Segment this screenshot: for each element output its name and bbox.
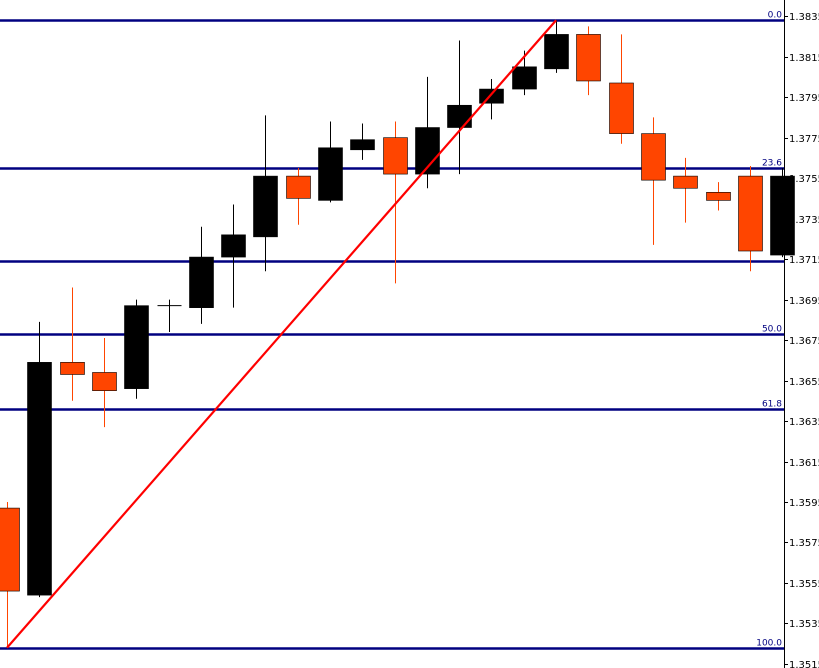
candle <box>706 182 731 211</box>
candle <box>221 204 246 308</box>
candle-body <box>60 362 85 375</box>
candle <box>27 321 52 598</box>
candle <box>544 20 569 73</box>
tick-label: 1.3755 <box>789 174 819 185</box>
tick-label: 1.3675 <box>789 336 819 347</box>
trend-line <box>6 19 557 649</box>
candle <box>609 34 634 144</box>
fib-level-label: 50.0 <box>762 325 782 335</box>
candle <box>350 123 375 160</box>
tick-label: 1.3835 <box>789 12 819 23</box>
candle-body <box>189 256 214 308</box>
candle-body <box>318 147 343 201</box>
candle-body <box>0 507 20 592</box>
candle <box>738 165 763 272</box>
tick-label: 1.3595 <box>789 498 819 509</box>
candle-body <box>383 137 408 175</box>
candle-body <box>576 34 601 82</box>
candle <box>576 26 601 96</box>
fib-level-label: 23.6 <box>762 159 782 169</box>
candle-body <box>124 305 149 389</box>
tick-label: 1.3795 <box>789 93 819 104</box>
candle <box>253 115 278 272</box>
candle <box>447 40 472 175</box>
candle <box>415 76 440 189</box>
candle-body <box>738 175 763 252</box>
tick-label: 1.3695 <box>789 296 819 307</box>
fib-level-label: 100.0 <box>756 639 782 649</box>
tick-label: 1.3555 <box>789 579 819 590</box>
candle <box>60 287 85 401</box>
candle-body <box>92 372 117 391</box>
candle <box>770 168 795 258</box>
candle <box>673 157 698 223</box>
fib-level-label: 0.0 <box>768 11 783 21</box>
candle <box>189 226 214 324</box>
trend-line-group <box>6 19 557 649</box>
candle <box>124 299 149 399</box>
tick-label: 1.3655 <box>789 377 819 388</box>
candle-body <box>706 192 731 201</box>
candle-body <box>641 133 666 181</box>
candle <box>318 121 343 203</box>
candlesticks <box>0 20 795 648</box>
candle-body <box>286 175 311 199</box>
candle-body <box>512 66 537 90</box>
candle <box>641 117 666 245</box>
candle-body <box>27 362 52 596</box>
candle-body <box>673 175 698 189</box>
tick-label: 1.3815 <box>789 53 819 64</box>
candle-body <box>447 104 472 128</box>
candle-body <box>253 175 278 238</box>
candle-body <box>221 234 246 258</box>
tick-label: 1.3775 <box>789 134 819 145</box>
candle-body <box>609 82 634 134</box>
tick-label: 1.3735 <box>789 215 819 226</box>
fibonacci-levels: 0.0 23.6 50.0 61.8 100.0 <box>0 11 784 650</box>
candle <box>92 338 117 428</box>
tick-label: 1.3635 <box>789 417 819 428</box>
candle <box>512 50 537 96</box>
candle <box>0 502 20 648</box>
tick-label: 1.3615 <box>789 458 819 469</box>
tick-label: 1.3515 <box>789 660 819 668</box>
candle <box>286 168 311 225</box>
candle <box>157 299 182 332</box>
price-axis: 1.3835 1.3815 1.3795 1.3775 1.3755 1.3735 1.37… <box>784 0 819 668</box>
candle-body <box>350 139 375 151</box>
fib-level-label: 61.8 <box>762 400 782 410</box>
tick-label: 1.3535 <box>789 619 819 630</box>
tick-label: 1.3715 <box>789 255 819 266</box>
candle-body <box>479 88 504 104</box>
tick-label: 1.3575 <box>789 538 819 549</box>
candle-body <box>770 175 795 256</box>
candle-body <box>544 34 569 70</box>
